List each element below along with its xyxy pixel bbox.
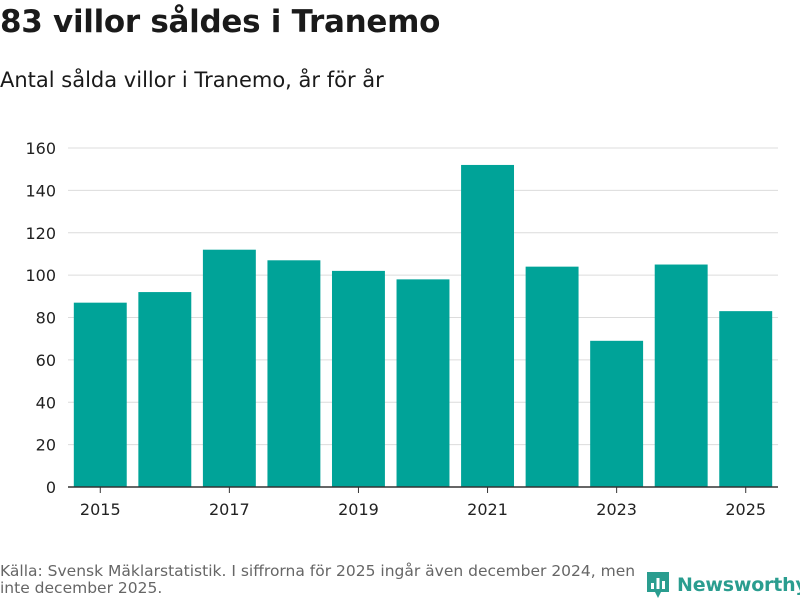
y-tick-label: 160 (25, 139, 56, 158)
y-tick-label: 100 (25, 266, 56, 285)
y-tick-label: 0 (46, 478, 56, 497)
bar-2022 (525, 266, 579, 487)
brand-name: Newsworthy (677, 574, 800, 596)
bar-chart: 0 20 40 60 80 100 120 140 160 2015 2017 2019 2021 202… (25, 139, 778, 519)
brand-logo[interactable]: Newsworthy (645, 570, 800, 600)
y-tick-label: 40 (36, 393, 56, 412)
y-tick-label: 60 (36, 351, 56, 370)
bar-2019 (331, 270, 385, 487)
bar-2016 (138, 292, 192, 487)
bar-2023 (590, 340, 644, 487)
bar-2018 (267, 260, 321, 487)
chart-title: 83 villor såldes i Tranemo (0, 4, 441, 40)
bar-chart-pin-icon (647, 572, 669, 598)
y-tick-label: 140 (25, 181, 56, 200)
x-tick-label: 2025 (725, 500, 766, 519)
source-note: Källa: Svensk Mäklarstatistik. I siffror… (0, 562, 636, 597)
chart-subtitle: Antal sålda villor i Tranemo, år för år (0, 68, 384, 92)
x-tick-label: 2019 (338, 500, 379, 519)
bar-2015 (73, 302, 127, 487)
bar-2025 (719, 311, 773, 487)
y-tick-label: 20 (36, 436, 56, 455)
x-tick-label: 2023 (596, 500, 637, 519)
bar-2017 (202, 249, 256, 487)
bar-2021 (461, 164, 515, 487)
x-tick-label: 2015 (80, 500, 121, 519)
x-tick-label: 2017 (209, 500, 250, 519)
y-tick-label: 120 (25, 224, 56, 243)
x-tick-label: 2021 (467, 500, 508, 519)
bar-2020 (396, 279, 450, 487)
bar-2024 (654, 264, 708, 487)
y-tick-label: 80 (36, 309, 56, 328)
